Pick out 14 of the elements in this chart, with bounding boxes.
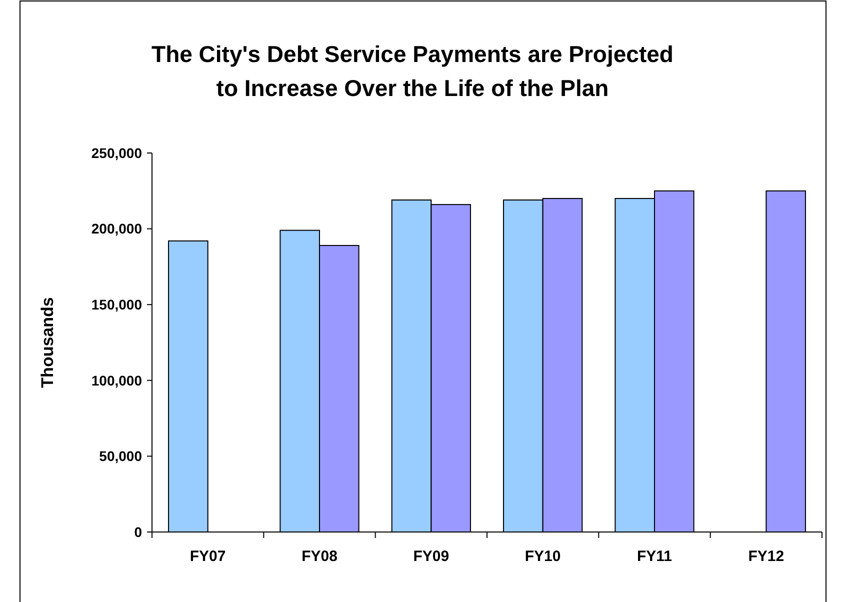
y-tick-label: 250,000 [91,144,142,161]
x-tick-label: FY10 [524,548,561,565]
y-tick-label: 150,000 [91,296,142,312]
chart-title: The City's Debt Service Payments are Projected to Increase Over the Life of the Plan [152,41,674,101]
y-tick-label: 200,000 [91,220,142,237]
y-tick-label: 0 [134,524,142,540]
x-tick-label: FY08 [302,548,338,565]
x-tick-label: FY12 [748,548,784,565]
x-tick-label: FY07 [190,548,226,565]
y-axis-title: Thousands [38,297,57,388]
x-tick-label: FY11 [636,548,672,565]
x-tick-label: FY09 [413,548,450,565]
y-tick-label: 100,000 [91,372,142,388]
y-tick-label: 50,000 [99,448,142,464]
